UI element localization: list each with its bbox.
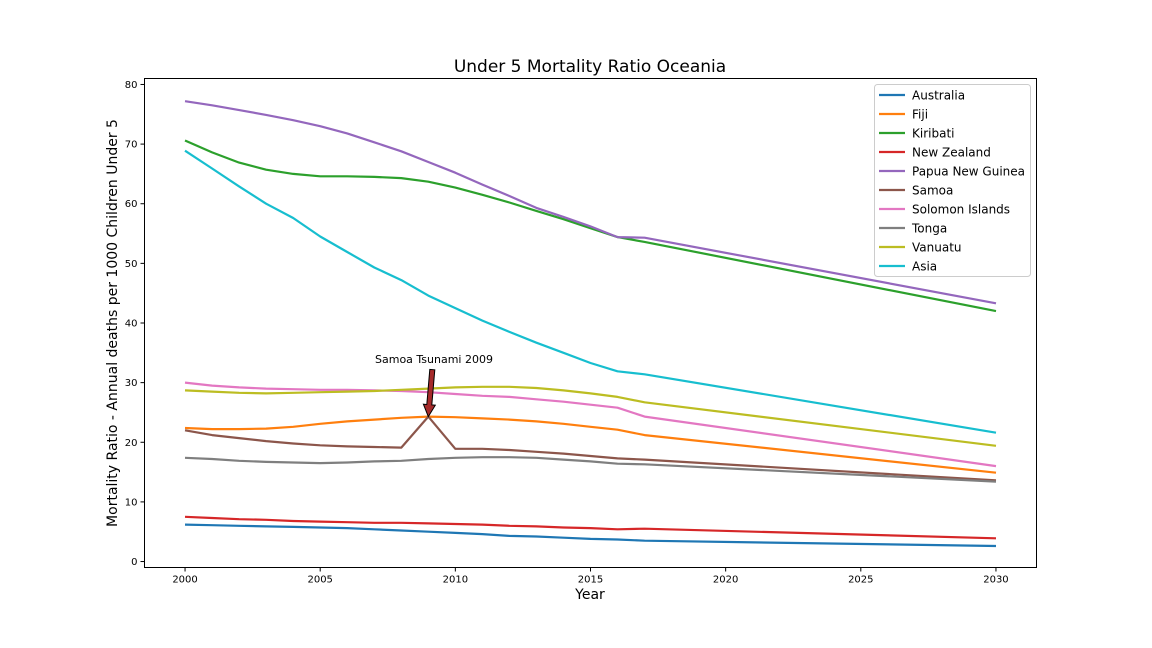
- x-tick-label: 2025: [848, 575, 873, 586]
- x-tick-label: 2000: [172, 575, 197, 586]
- y-tick-label: 80: [125, 80, 138, 91]
- y-tick-label: 30: [125, 378, 138, 389]
- y-tick-label: 10: [125, 497, 138, 508]
- legend: Australia Fiji Kiribati New Zealand Papua Ne…: [874, 84, 1031, 277]
- y-tick-label: 60: [125, 199, 138, 210]
- legend-label-australia: Australia: [912, 89, 965, 103]
- annotation: Samoa Tsunami 2009: [375, 353, 493, 418]
- x-tick-label: 2005: [307, 575, 332, 586]
- chart-title: Under 5 Mortality Ratio Oceania: [454, 57, 726, 77]
- legend-label-solomon-islands: Solomon Islands: [912, 203, 1010, 217]
- legend-label-papua-new-guinea: Papua New Guinea: [912, 165, 1025, 179]
- series-line-new-zealand: [184, 515, 997, 540]
- legend-label-kiribati: Kiribati: [912, 127, 954, 141]
- annotation-label: Samoa Tsunami 2009: [375, 353, 493, 366]
- legend-label-fiji: Fiji: [912, 108, 928, 122]
- x-axis-title: Year: [574, 587, 605, 603]
- y-axis-title: Mortality Ratio - Annual deaths per 1000…: [105, 119, 121, 527]
- legend-label-samoa: Samoa: [912, 184, 953, 198]
- y-tick-label: 40: [125, 319, 138, 330]
- x-tick-label: 2030: [983, 575, 1008, 586]
- y-axis: 0 10 20 30 40 50 60 70 80: [125, 80, 145, 568]
- legend-label-tonga: Tonga: [911, 222, 947, 236]
- y-tick-label: 50: [125, 259, 138, 270]
- x-tick-label: 2020: [713, 575, 738, 586]
- legend-label-asia: Asia: [912, 260, 937, 274]
- series-line-papua-new-guinea: [184, 100, 997, 305]
- series-line-australia: [184, 523, 997, 548]
- y-tick-label: 0: [131, 557, 137, 568]
- annotation-arrow: [422, 368, 437, 418]
- x-tick-label: 2010: [443, 575, 468, 586]
- legend-frame: [874, 84, 1031, 277]
- legend-label-new-zealand: New Zealand: [912, 146, 991, 160]
- x-axis: 2000 2005 2010 2015 2020 2025 2030: [172, 567, 1009, 586]
- y-tick-label: 70: [125, 140, 138, 151]
- series-line-tonga: [184, 456, 997, 483]
- series-line-vanuatu: [184, 385, 997, 447]
- series-line-asia: [184, 149, 997, 434]
- y-tick-label: 20: [125, 438, 138, 449]
- x-tick-label: 2015: [578, 575, 603, 586]
- series-line-kiribati: [184, 139, 997, 313]
- legend-label-vanuatu: Vanuatu: [912, 241, 962, 255]
